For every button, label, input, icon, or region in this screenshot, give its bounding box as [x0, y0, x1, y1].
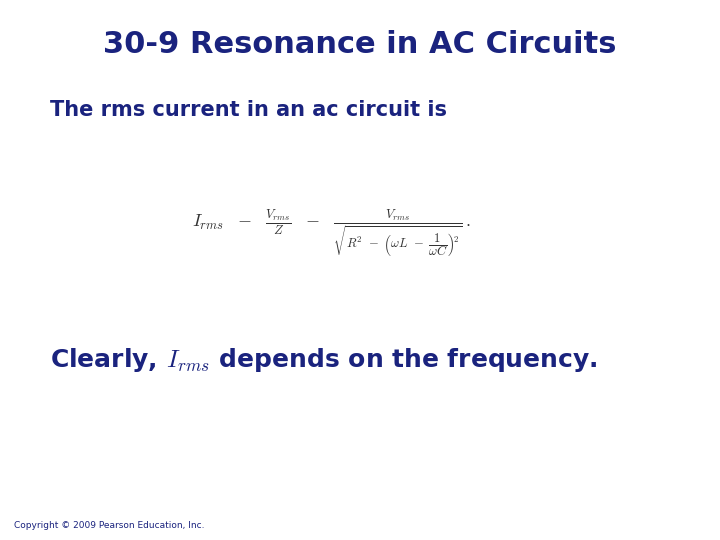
Text: The rms current in an ac circuit is: The rms current in an ac circuit is [50, 100, 447, 120]
Text: $I_{\mathit{rms}}\ \ -\ \ \frac{V_{\mathit{rms}}}{Z}\ \ -\ \ \frac{V_{\mathit{rm: $I_{\mathit{rms}}\ \ -\ \ \frac{V_{\math… [192, 208, 471, 261]
Text: 30-9 Resonance in AC Circuits: 30-9 Resonance in AC Circuits [103, 30, 617, 59]
Text: Copyright © 2009 Pearson Education, Inc.: Copyright © 2009 Pearson Education, Inc. [14, 521, 205, 530]
Text: Clearly, $I_{\mathit{rms}}$ depends on the frequency.: Clearly, $I_{\mathit{rms}}$ depends on t… [50, 346, 598, 374]
